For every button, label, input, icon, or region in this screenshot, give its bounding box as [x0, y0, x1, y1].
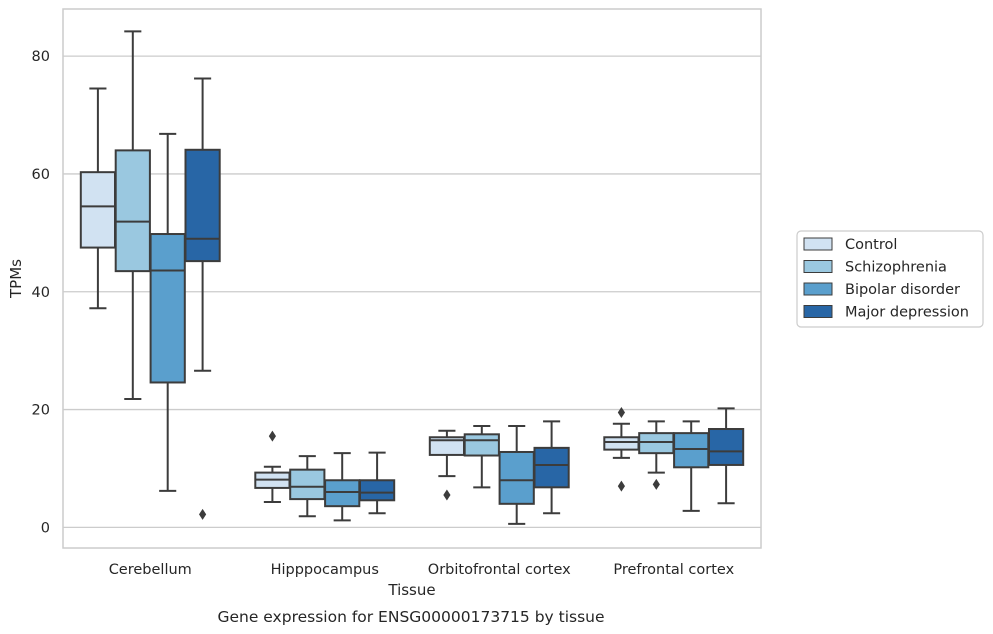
box-2: [638, 420, 675, 490]
plot-frame: [62, 8, 762, 549]
box-body: [533, 446, 570, 489]
outlier-point: [652, 478, 660, 490]
legend-label: Major depression: [845, 305, 969, 321]
box-3: [498, 425, 535, 525]
box-1: [254, 430, 291, 504]
box-body: [79, 171, 117, 249]
legend-label: Schizophrenia: [845, 260, 947, 276]
legend: Control Schizophrenia Bipolar disorder Majo…: [796, 230, 984, 328]
box-body: [463, 433, 500, 457]
legend-swatch: [803, 305, 833, 318]
box-4: [358, 451, 396, 515]
box-4: [533, 420, 570, 515]
box-body: [114, 149, 151, 273]
box-body: [707, 428, 745, 466]
box-3: [673, 420, 710, 512]
legend-label: Control: [845, 237, 897, 253]
outlier-point: [199, 508, 207, 520]
box-body: [149, 233, 186, 384]
legend-frame: [796, 230, 984, 328]
x-tick-label: Hipppocampus: [271, 562, 379, 578]
box-body: [638, 432, 675, 455]
box-body: [358, 479, 396, 502]
outlier-point: [443, 489, 451, 501]
box-2: [114, 30, 151, 400]
y-tick-label: 60: [32, 167, 50, 183]
box-1: [603, 407, 640, 492]
box-body: [324, 479, 361, 508]
legend-label: Bipolar disorder: [845, 282, 960, 298]
y-tick-label: 80: [32, 49, 50, 65]
y-tick-label: 20: [32, 403, 50, 419]
chart-title: Gene expression for ENSG00000173715 by t…: [217, 608, 604, 626]
box-body: [673, 432, 710, 469]
box-body: [289, 468, 326, 501]
y-tick-label: 0: [41, 520, 50, 536]
box-body: [498, 450, 535, 505]
box-2: [289, 455, 326, 518]
box-1: [79, 87, 117, 310]
box-2: [463, 425, 500, 489]
x-tick-label: Orbitofrontal cortex: [428, 562, 571, 578]
box-3: [149, 132, 186, 492]
x-axis-ticks: Cerebellum Hipppocampus Orbitofrontal cort…: [109, 562, 735, 578]
outlier-point: [617, 407, 625, 419]
box-4: [707, 407, 745, 505]
legend-swatch: [803, 282, 833, 296]
x-axis-label: Tissue: [387, 581, 435, 599]
legend-swatch: [803, 237, 833, 251]
y-tick-label: 40: [32, 285, 50, 301]
box-1: [428, 429, 466, 501]
plot-boxes: [79, 30, 745, 525]
y-axis-label: TPMs: [7, 259, 25, 299]
x-tick-label: Prefrontal cortex: [613, 562, 734, 578]
box-3: [324, 452, 361, 522]
box-body: [184, 148, 221, 263]
x-tick-label: Cerebellum: [109, 562, 192, 578]
box-body: [603, 436, 640, 451]
legend-swatch: [803, 260, 833, 273]
outlier-point: [617, 480, 625, 492]
outlier-point: [268, 430, 276, 442]
y-axis-ticks: 0 20 40 60 80: [32, 49, 50, 536]
box-4: [184, 77, 221, 520]
